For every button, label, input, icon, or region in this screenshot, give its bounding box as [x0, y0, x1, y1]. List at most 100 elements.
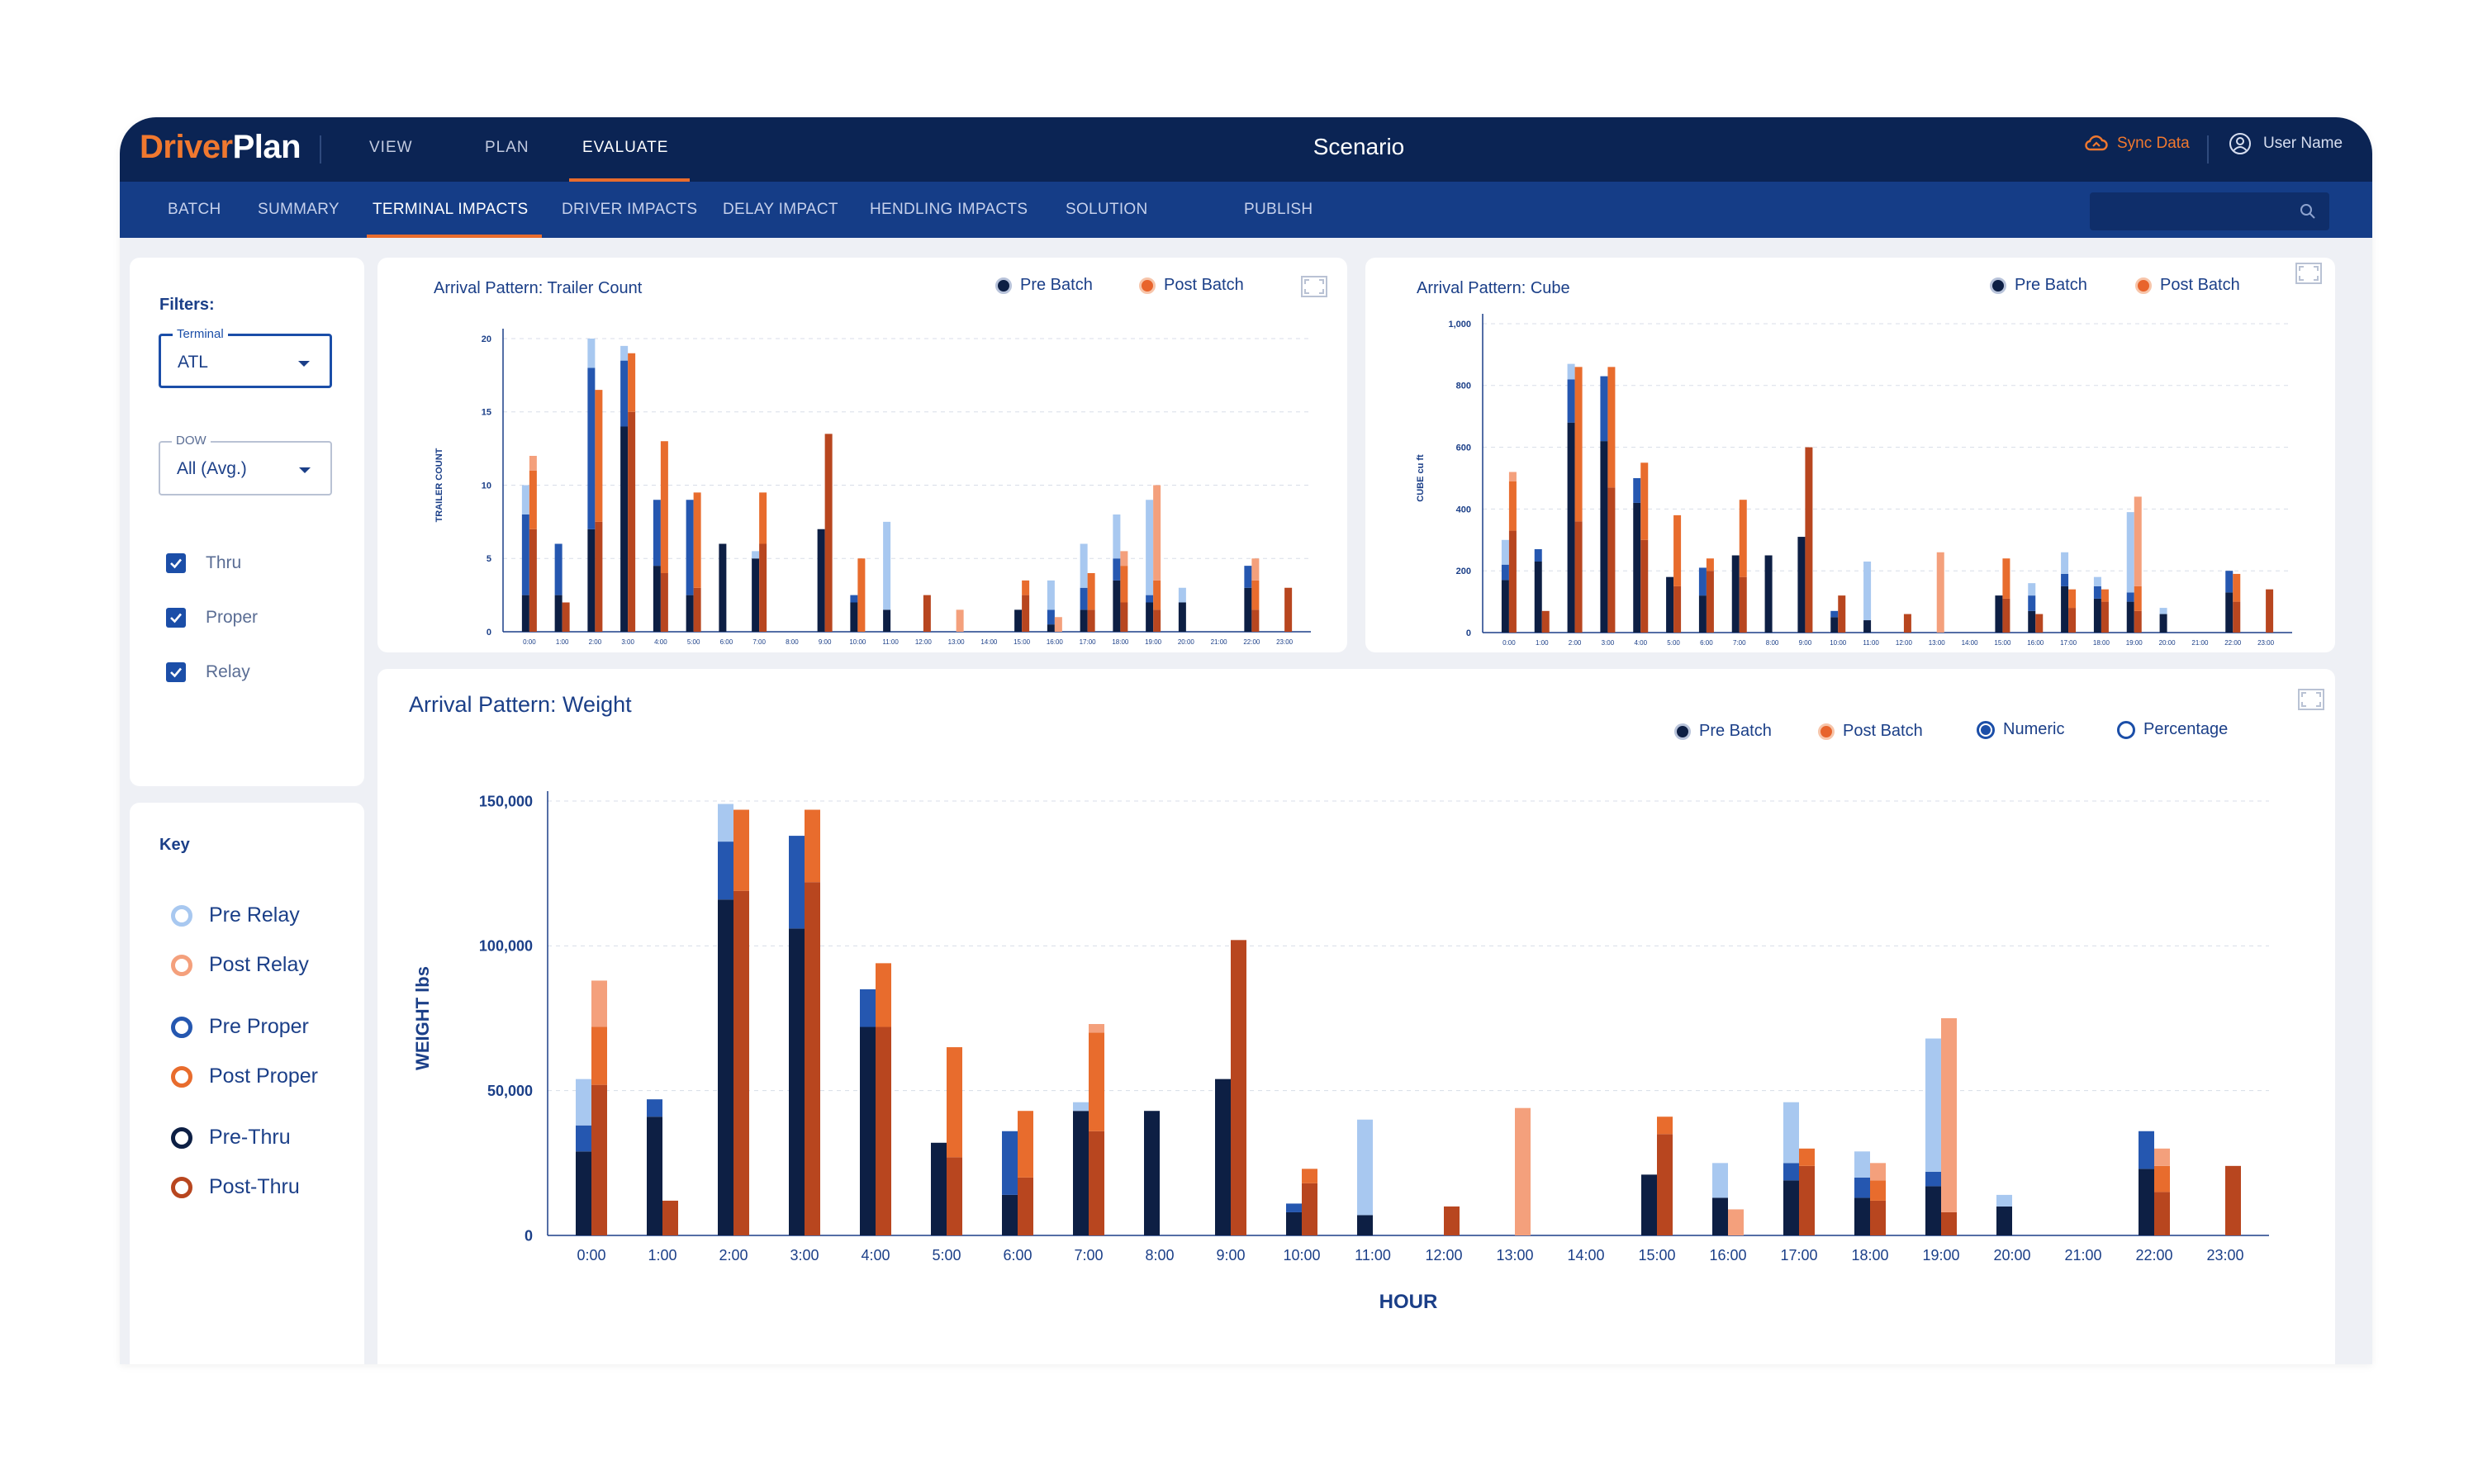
legend-pre-batch-label: Pre Batch [2015, 276, 2087, 294]
bar-pre-proper [2028, 595, 2036, 611]
nav-evaluate[interactable]: EVALUATE [582, 139, 669, 156]
tab-delay-impact[interactable]: DELAY IMPACT [723, 201, 838, 218]
tab-summary[interactable]: SUMMARY [258, 201, 339, 218]
bar-post-proper [1574, 367, 1583, 522]
legend-post-batch-label: Post Batch [2160, 276, 2240, 294]
post-batch-dot-icon [1139, 277, 1156, 294]
tab-driver-impacts[interactable]: DRIVER IMPACTS [562, 201, 698, 218]
x-tick-label: 13:00 [1496, 1247, 1533, 1264]
x-tick-label: 5:00 [1667, 639, 1680, 647]
expand-icon[interactable] [2298, 689, 2324, 710]
bar-post-relay [1515, 1107, 1531, 1235]
logo-text-plan: Plan [232, 129, 301, 165]
checkbox-checked-icon [166, 553, 186, 573]
bar-pre-relay [883, 521, 891, 610]
bar-pre-thru [1925, 1186, 1941, 1235]
checkbox-relay[interactable]: Relay [166, 662, 250, 682]
ring-icon [171, 1016, 192, 1038]
bar-pre-proper [686, 500, 694, 595]
search-input[interactable] [2090, 192, 2329, 230]
cloud-sync-icon [2085, 135, 2108, 151]
bar-post-relay [956, 609, 964, 632]
expand-icon[interactable] [1301, 276, 1327, 297]
expand-icon[interactable] [2295, 263, 2322, 284]
x-tick-label: 19:00 [1922, 1247, 1959, 1264]
bar-post-thru [1870, 1200, 1886, 1235]
radio-numeric[interactable]: Numeric [1977, 720, 2064, 739]
x-tick-label: 9:00 [1799, 639, 1812, 647]
key-title: Key [159, 836, 190, 854]
bar-pre-relay [1113, 514, 1121, 559]
terminal-select[interactable]: Terminal ATL [159, 327, 332, 388]
bar-group-1:00 [554, 543, 570, 632]
x-tick-label: 20:00 [1993, 1247, 2030, 1264]
bar-pre-relay [1146, 500, 1154, 595]
weight-title: Arrival Pattern: Weight [409, 692, 632, 717]
bar-pre-thru [2093, 598, 2101, 633]
bar-post-relay [529, 456, 537, 471]
app-logo[interactable]: DriverPlan [140, 129, 301, 166]
x-tick-label: 13:00 [948, 638, 966, 646]
tab-batch[interactable]: BATCH [168, 201, 221, 218]
checkbox-proper[interactable]: Proper [166, 608, 258, 628]
bar-pre-relay [576, 1079, 591, 1126]
x-tick-label: 0:00 [577, 1247, 605, 1264]
bar-post-relay [1054, 617, 1062, 632]
x-tick-label: 0:00 [523, 638, 536, 646]
legend-post-batch: Post Batch [2135, 276, 2240, 295]
bar-post-thru [1805, 447, 1813, 633]
bar-post-proper [2002, 558, 2010, 599]
bar-pre-thru [1002, 1194, 1018, 1235]
bar-pre-thru [1783, 1180, 1799, 1235]
tab-terminal-impacts[interactable]: TERMINAL IMPACTS [373, 201, 529, 218]
bar-pre-relay [620, 345, 629, 361]
checkbox-thru[interactable]: Thru [166, 553, 241, 573]
bar-pre-thru [587, 529, 596, 632]
y-tick-label: 200 [1456, 567, 1471, 576]
key-label: Post-Thru [209, 1175, 300, 1198]
bar-pre-relay [1080, 543, 1088, 588]
bar-group-2:00 [587, 339, 603, 632]
legend-pre-batch-label: Pre Batch [1699, 722, 1772, 740]
bar-post-thru [1089, 1131, 1104, 1235]
radio-numeric-label: Numeric [2003, 720, 2065, 738]
bar-group-11:00 [883, 521, 891, 632]
bar-post-thru [2068, 608, 2077, 633]
bar-post-proper [1870, 1180, 1886, 1201]
nav-plan[interactable]: PLAN [485, 139, 529, 156]
logo-text-driver: Driver [140, 129, 233, 165]
bar-pre-thru [2159, 614, 2167, 633]
tab-publish[interactable]: PUBLISH [1244, 201, 1313, 218]
dow-select[interactable]: DOW All (Avg.) [159, 434, 332, 495]
bar-post-thru [1673, 586, 1682, 633]
radio-selected-icon [1977, 720, 1995, 739]
bar-post-relay [2154, 1148, 2170, 1166]
nav-view[interactable]: VIEW [369, 139, 413, 156]
bar-post-thru [595, 521, 603, 632]
x-tick-label: 3:00 [1602, 639, 1615, 647]
sync-data-button[interactable]: Sync Data [2084, 134, 2190, 154]
bar-post-proper [759, 492, 767, 544]
bar-group-5:00 [931, 1047, 962, 1235]
bar-post-proper [876, 963, 891, 1027]
legend-post-batch-label: Post Batch [1843, 722, 1923, 740]
bar-post-relay [2134, 496, 2142, 586]
bar-post-thru [1657, 1134, 1673, 1235]
bar-post-relay [1941, 1018, 1957, 1212]
y-axis-label: WEIGHT lbs [412, 966, 433, 1070]
sub-nav-bar [120, 182, 2372, 238]
bar-pre-proper [789, 836, 805, 929]
bar-group-12:00 [923, 595, 931, 632]
legend-pre-batch-label: Pre Batch [1020, 276, 1093, 294]
x-tick-label: 6:00 [1003, 1247, 1032, 1264]
bar-pre-thru [686, 595, 694, 632]
x-tick-label: 21:00 [1211, 638, 1228, 646]
tab-solution[interactable]: SOLUTION [1066, 201, 1148, 218]
bar-post-thru [824, 434, 833, 632]
bar-group-7:00 [1073, 1024, 1104, 1235]
bar-group-10:00 [1830, 595, 1846, 633]
user-menu[interactable]: User Name [2229, 132, 2343, 155]
radio-percentage[interactable]: Percentage [2117, 720, 2228, 739]
bar-pre-thru [1995, 595, 2003, 633]
tab-hendling-impacts[interactable]: HENDLING IMPACTS [870, 201, 1028, 218]
